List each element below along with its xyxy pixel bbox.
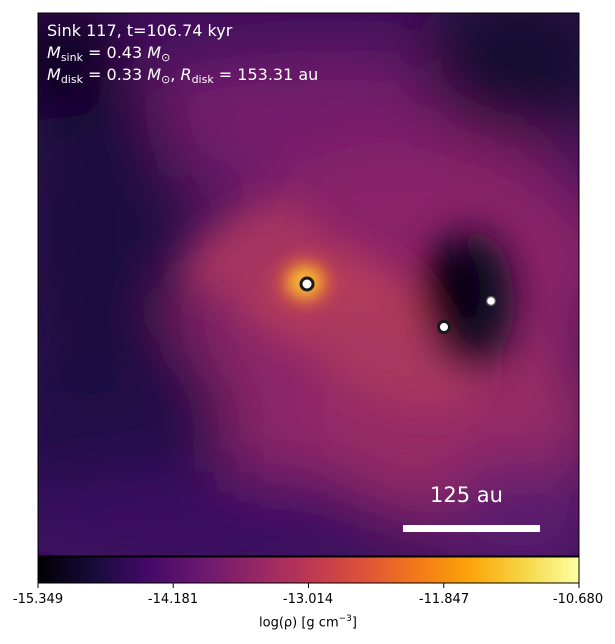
scale-bar	[403, 525, 540, 532]
disk-properties: Mdisk = 0.33 M⊙, Rdisk = 153.31 au	[47, 64, 318, 91]
msink-value: = 0.43	[82, 43, 148, 62]
disk-sep: ,	[170, 65, 181, 84]
rdisk-symbol: R	[180, 65, 192, 84]
sink-117-marker	[299, 276, 315, 292]
colorbar-label: log(ρ) [g cm−3]	[259, 614, 357, 630]
rdisk-sub: disk	[191, 73, 214, 86]
colorbar-tick-label: -15.349	[12, 592, 64, 607]
mdisk-unit-sub: ⊙	[161, 73, 171, 86]
mdisk-unit: M	[147, 65, 162, 84]
mdisk-value: = 0.33	[82, 65, 148, 84]
colorbar-label-main: log(ρ) [g cm	[259, 615, 339, 631]
density-map	[38, 13, 579, 556]
colorbar-ticks	[37, 583, 580, 588]
scale-bar-label: 125 au	[430, 483, 503, 507]
sink-title-text: Sink 117, t=106.74 kyr	[47, 21, 233, 40]
sink-b-marker	[437, 320, 451, 334]
colorbar-tick-label: -11.847	[418, 592, 470, 607]
colorbar-tick-label: -13.014	[282, 592, 334, 607]
colorbar-label-end: ]	[351, 615, 357, 631]
sink-mass: Msink = 0.43 M⊙	[47, 42, 170, 69]
sink-c-marker	[485, 295, 497, 307]
mdisk-sub: disk	[60, 73, 83, 86]
sink-markers	[299, 276, 497, 334]
msink-symbol: M	[47, 43, 61, 62]
mdisk-symbol: M	[47, 65, 61, 84]
sink-title: Sink 117, t=106.74 kyr	[47, 20, 232, 42]
colorbar	[37, 556, 580, 584]
msink-unit-sub: ⊙	[161, 51, 171, 64]
rdisk-value: = 153.31 au	[213, 65, 319, 84]
colorbar-tick-label: -10.680	[552, 592, 604, 607]
colorbar-label-exp: −3	[338, 614, 352, 624]
msink-sub: sink	[60, 51, 83, 64]
msink-unit: M	[147, 43, 162, 62]
colorbar-tick-label: -14.181	[147, 592, 199, 607]
